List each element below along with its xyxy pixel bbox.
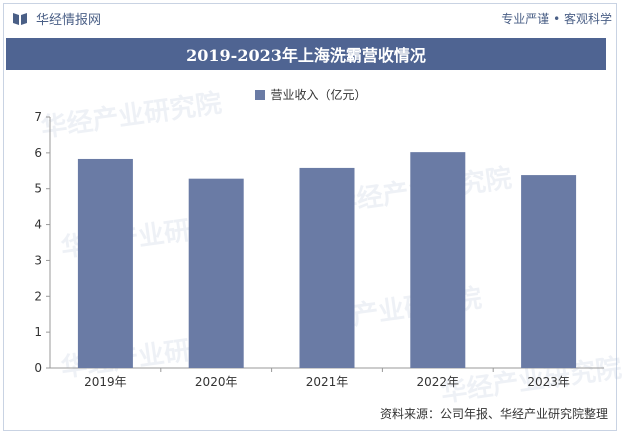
bar xyxy=(188,178,244,368)
top-bar: 华经情报网 专业严谨 • 客观科学 xyxy=(0,0,622,36)
y-tick-label: 3 xyxy=(34,253,42,267)
y-tick-label: 0 xyxy=(34,361,42,375)
y-tick-label: 1 xyxy=(34,325,42,339)
x-tick-label: 2021年 xyxy=(306,375,349,389)
source-note: 资料来源：公司年报、华经产业研究院整理 xyxy=(379,407,608,421)
tagline: 专业严谨 • 客观科学 xyxy=(501,12,612,26)
chart-title: 2019-2023年上海洗霸营收情况 xyxy=(186,46,426,65)
brand-name: 华经情报网 xyxy=(36,13,102,28)
x-tick-label: 2023年 xyxy=(527,375,570,389)
y-tick-label: 7 xyxy=(34,110,42,124)
x-tick-label: 2022年 xyxy=(417,375,460,389)
y-tick-label: 4 xyxy=(34,218,42,232)
bar xyxy=(77,158,133,368)
bar xyxy=(410,152,466,368)
bar xyxy=(521,175,577,368)
y-tick-label: 5 xyxy=(34,182,42,196)
y-tick-label: 6 xyxy=(34,146,42,160)
legend-label: 营业收入（亿元） xyxy=(270,88,367,102)
brand: 华经情报网 xyxy=(12,9,101,28)
y-tick-label: 2 xyxy=(34,289,42,303)
book-logo-icon xyxy=(13,12,27,25)
bar xyxy=(299,167,355,368)
chart-legend: 营业收入（亿元） xyxy=(0,86,622,103)
x-tick-label: 2019年 xyxy=(84,375,127,389)
chart-title-bar: 2019-2023年上海洗霸营收情况 xyxy=(6,38,606,70)
legend-swatch xyxy=(255,89,266,100)
x-tick-label: 2020年 xyxy=(195,375,238,389)
